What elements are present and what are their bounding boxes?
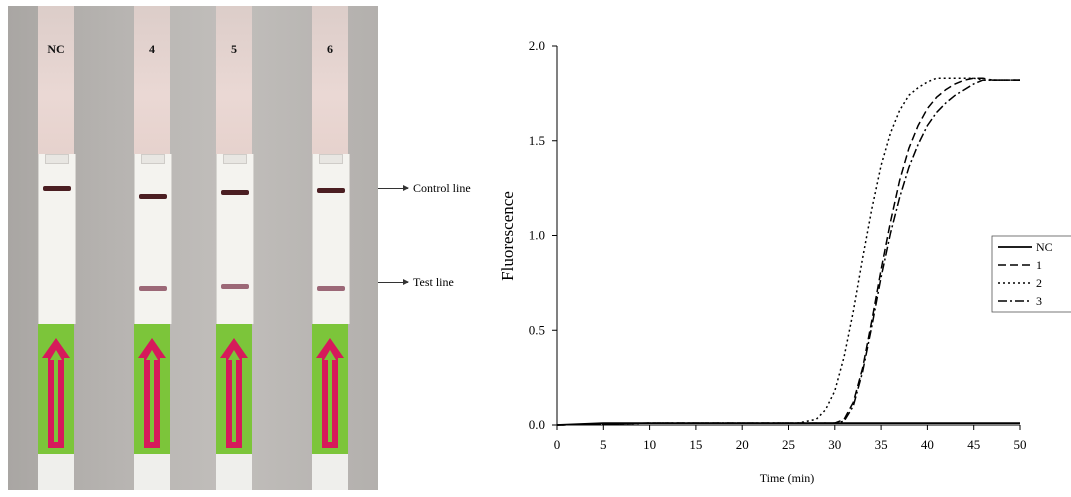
y-tick-label: 2.0 <box>529 38 545 53</box>
x-tick-label: 45 <box>967 437 980 452</box>
y-axis-label: Fluorescence <box>498 191 517 281</box>
strip-membrane <box>134 154 172 324</box>
control-line-band <box>43 186 71 191</box>
series-line-1 <box>556 77 1020 426</box>
arrow-icon <box>138 338 166 448</box>
strip-membrane <box>38 154 76 324</box>
control-line-band <box>139 194 167 199</box>
strip-handle <box>134 324 170 454</box>
strip-handle <box>38 324 74 454</box>
arrow-right-icon <box>378 184 409 191</box>
strip-label: NC <box>47 42 65 56</box>
x-axis-label: Time (min) <box>760 471 815 485</box>
axes: 0.0 0.5 1.0 1.5 2.0 0 5 10 15 20 25 30 35 40 45 50 <box>529 38 1027 452</box>
legend-label: 3 <box>1036 294 1042 308</box>
x-tick-label: 5 <box>600 437 607 452</box>
strip-annotations: Control line Test line <box>378 170 498 290</box>
fluorescence-chart: 0.0 0.5 1.0 1.5 2.0 0 5 10 15 20 25 30 35 40 45 50 NC 1 2… <box>495 0 1071 492</box>
legend-label: NC <box>1036 240 1053 254</box>
arrow-icon <box>220 338 248 448</box>
test-strip-photo: NC 4 5 <box>8 6 378 490</box>
arrow-right-icon <box>378 278 409 285</box>
sample-pad <box>134 6 170 154</box>
y-tick-label: 0.0 <box>529 417 545 432</box>
x-tick-label: 15 <box>689 437 702 452</box>
sample-pad <box>38 6 74 154</box>
arrow-icon <box>316 338 344 448</box>
legend-label: 1 <box>1036 258 1042 272</box>
sample-pad <box>216 6 252 154</box>
strip-membrane <box>312 154 350 324</box>
sample-pad <box>312 6 348 154</box>
series-layer <box>556 77 1020 426</box>
legend: NC 1 2 3 <box>991 235 1071 313</box>
test-line-annotation: Test line <box>378 274 454 290</box>
test-strip-4: 4 <box>134 6 172 490</box>
strip-label: 4 <box>149 42 155 56</box>
strip-handle <box>216 324 252 454</box>
y-tick-label: 1.0 <box>529 228 545 243</box>
x-tick-label: 50 <box>1014 437 1027 452</box>
x-tick-label: 40 <box>921 437 934 452</box>
series-line-3 <box>556 79 1020 426</box>
legend-label: 2 <box>1036 276 1042 290</box>
strip-label: 5 <box>231 42 237 56</box>
test-line-band <box>221 284 249 289</box>
chart-canvas: 0.0 0.5 1.0 1.5 2.0 0 5 10 15 20 25 30 35 40 45 50 NC 1 2… <box>498 38 1071 485</box>
strip-label: 6 <box>327 42 333 56</box>
y-tick-label: 1.5 <box>529 133 545 148</box>
control-line-annotation: Control line <box>378 180 471 196</box>
test-strip-6: 6 <box>312 6 350 490</box>
test-strip-5: 5 <box>216 6 254 490</box>
legend-box <box>991 235 1071 313</box>
x-tick-label: 20 <box>736 437 749 452</box>
x-tick-label: 30 <box>828 437 841 452</box>
y-tick-label: 0.5 <box>529 322 545 337</box>
test-line-band <box>139 286 167 291</box>
control-line-band <box>317 188 345 193</box>
test-line-band <box>317 286 345 291</box>
control-line-band <box>221 190 249 195</box>
test-strip-nc: NC <box>38 6 76 490</box>
x-tick-label: 25 <box>782 437 795 452</box>
series-line-2 <box>556 77 1020 426</box>
strip-membrane <box>216 154 254 324</box>
x-tick-label: 0 <box>554 437 561 452</box>
x-tick-label: 10 <box>643 437 656 452</box>
arrow-icon <box>42 338 70 448</box>
strip-handle <box>312 324 348 454</box>
x-tick-label: 35 <box>875 437 888 452</box>
